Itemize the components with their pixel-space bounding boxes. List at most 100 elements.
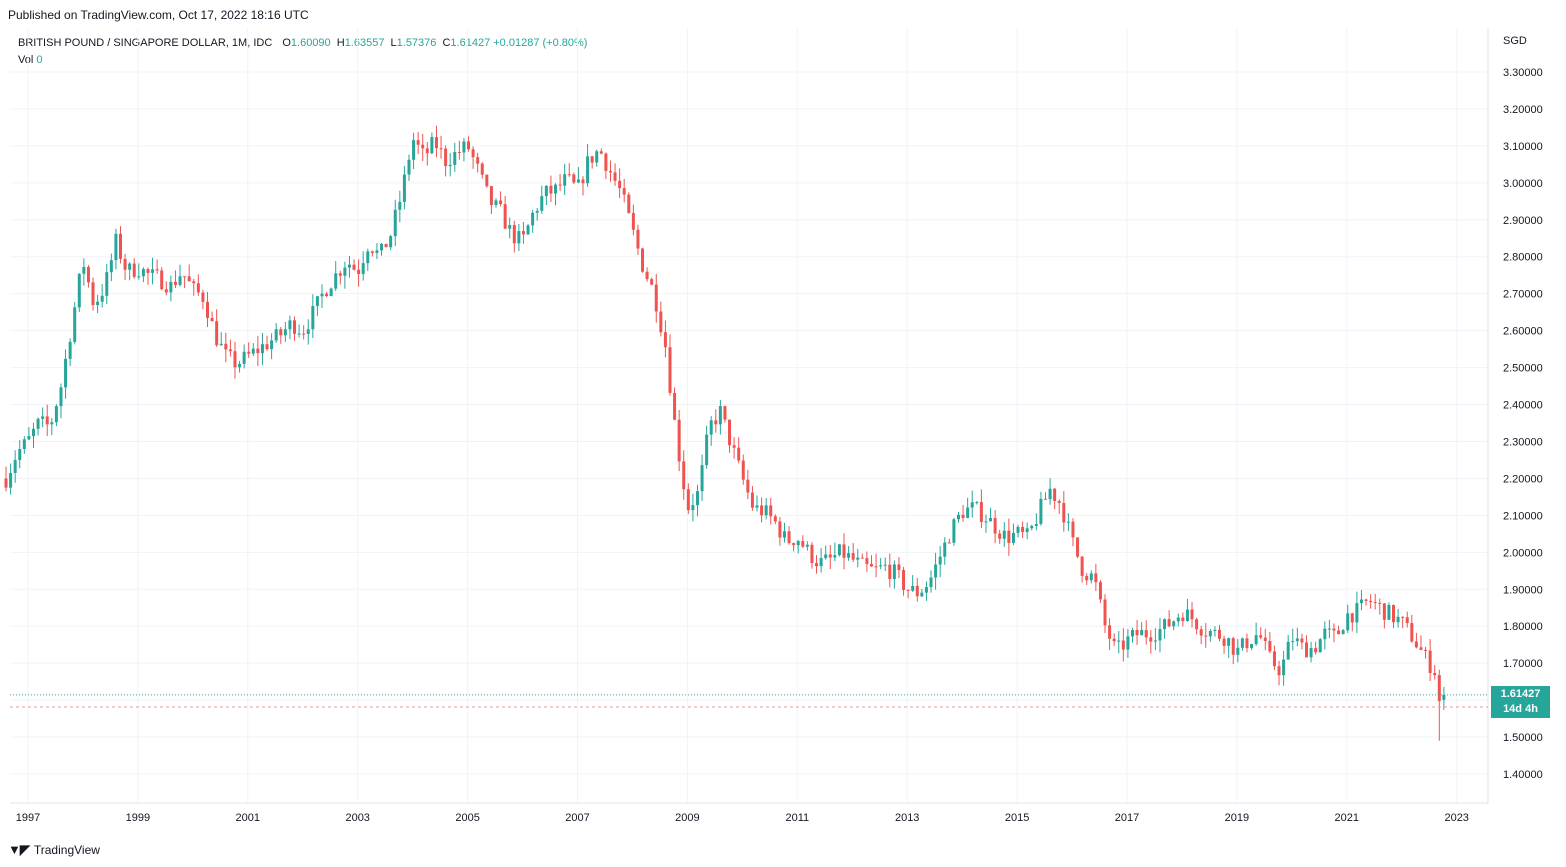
candle-body xyxy=(219,343,223,346)
candle-body xyxy=(700,465,704,492)
candle-body xyxy=(1176,617,1180,622)
candle-body xyxy=(361,263,365,275)
candle-body xyxy=(1153,640,1157,642)
candle-body xyxy=(54,406,58,423)
x-tick-label: 2001 xyxy=(236,812,260,824)
candle-body xyxy=(576,179,580,183)
candle-body xyxy=(851,553,855,560)
change-value: +0.01287 (+0.80%) xyxy=(493,37,588,49)
candle-body xyxy=(1327,628,1331,630)
candle-body xyxy=(805,544,809,547)
candle-body xyxy=(1318,639,1322,653)
candle-body xyxy=(897,564,901,571)
candle-body xyxy=(663,332,667,348)
x-tick-label: 2021 xyxy=(1335,812,1359,824)
candle-body xyxy=(1057,500,1061,504)
candle-body xyxy=(677,419,681,462)
candle-body xyxy=(398,201,402,210)
candle-body xyxy=(508,225,512,229)
candle-body xyxy=(50,422,54,425)
candle-body xyxy=(1272,651,1276,667)
candle-body xyxy=(755,505,759,508)
candle-body xyxy=(439,148,443,150)
candle-body xyxy=(13,460,17,473)
candle-body xyxy=(1405,617,1409,624)
candle-body xyxy=(590,156,594,163)
candle-body xyxy=(750,492,754,508)
published-caption: Published on TradingView.com, Oct 17, 20… xyxy=(8,8,309,22)
y-tick-label: 2.00000 xyxy=(1503,547,1543,559)
candle-body xyxy=(631,212,635,230)
candle-body xyxy=(1227,638,1231,646)
y-tick-label: 3.00000 xyxy=(1503,178,1543,190)
candle-body xyxy=(31,428,35,437)
candle-body xyxy=(563,174,567,186)
candle-body xyxy=(260,344,264,354)
candle-body xyxy=(201,292,205,302)
candle-body xyxy=(169,281,173,293)
candle-body xyxy=(1263,637,1267,641)
candle-body xyxy=(210,317,214,322)
candle-body xyxy=(526,225,530,235)
candle-body xyxy=(274,329,278,341)
candle-body xyxy=(462,141,466,153)
candle-body xyxy=(796,541,800,546)
candle-body xyxy=(760,505,764,516)
candle-body xyxy=(1245,638,1249,649)
candle-body xyxy=(1378,602,1382,604)
y-tick-label: 1.70000 xyxy=(1503,658,1543,670)
candle-body xyxy=(1419,647,1423,650)
candle-body xyxy=(1382,603,1386,620)
candle-body xyxy=(535,210,539,213)
candle-body xyxy=(494,200,498,206)
candle-body xyxy=(1034,523,1038,526)
x-tick-label: 2023 xyxy=(1444,812,1468,824)
footer-branding[interactable]: ▼◤ TradingView xyxy=(8,842,100,858)
candle-body xyxy=(1185,609,1189,622)
candle-body xyxy=(384,243,388,248)
candle-body xyxy=(1117,640,1121,642)
candle-body xyxy=(993,517,997,534)
candle-body xyxy=(723,406,727,420)
y-tick-label: 3.20000 xyxy=(1503,104,1543,116)
candle-body xyxy=(558,184,562,186)
candle-body xyxy=(883,564,887,566)
candle-body xyxy=(160,270,164,290)
candle-body xyxy=(146,269,150,273)
candle-body xyxy=(1149,637,1153,642)
candle-body xyxy=(370,251,374,253)
tradingview-logo-icon: ▼◤ xyxy=(8,842,30,857)
candle-body xyxy=(1359,599,1363,604)
candle-body xyxy=(215,321,219,346)
candle-body xyxy=(1158,629,1162,641)
high-value: 1.63557 xyxy=(344,37,385,49)
candle-body xyxy=(1364,599,1368,601)
candle-body xyxy=(705,434,709,466)
candle-body xyxy=(741,460,745,480)
candle-body xyxy=(792,543,796,546)
candle-body xyxy=(517,231,521,244)
candle-body xyxy=(247,351,251,354)
candle-body xyxy=(206,301,210,318)
candle-body xyxy=(1396,616,1400,623)
candle-body xyxy=(1089,573,1093,581)
symbol-title[interactable]: BRITISH POUND / SINGAPORE DOLLAR, 1M, ID… xyxy=(18,37,273,49)
candle-body xyxy=(1163,619,1167,630)
vol-value: 0 xyxy=(36,54,43,66)
candle-body xyxy=(801,541,805,547)
candle-body xyxy=(485,174,489,187)
candle-body xyxy=(1401,616,1405,618)
candle-body xyxy=(847,553,851,558)
candle-body xyxy=(659,311,663,333)
bar-countdown: 14d 4h xyxy=(1503,703,1538,715)
vol-label: Vol xyxy=(18,54,34,66)
candle-body xyxy=(544,185,548,197)
candle-body xyxy=(1355,603,1359,623)
candle-body xyxy=(338,273,342,276)
candle-body xyxy=(975,502,979,504)
candle-body xyxy=(902,570,906,590)
candle-body xyxy=(242,351,246,364)
candle-body xyxy=(979,502,983,523)
close-label: C xyxy=(442,37,451,49)
